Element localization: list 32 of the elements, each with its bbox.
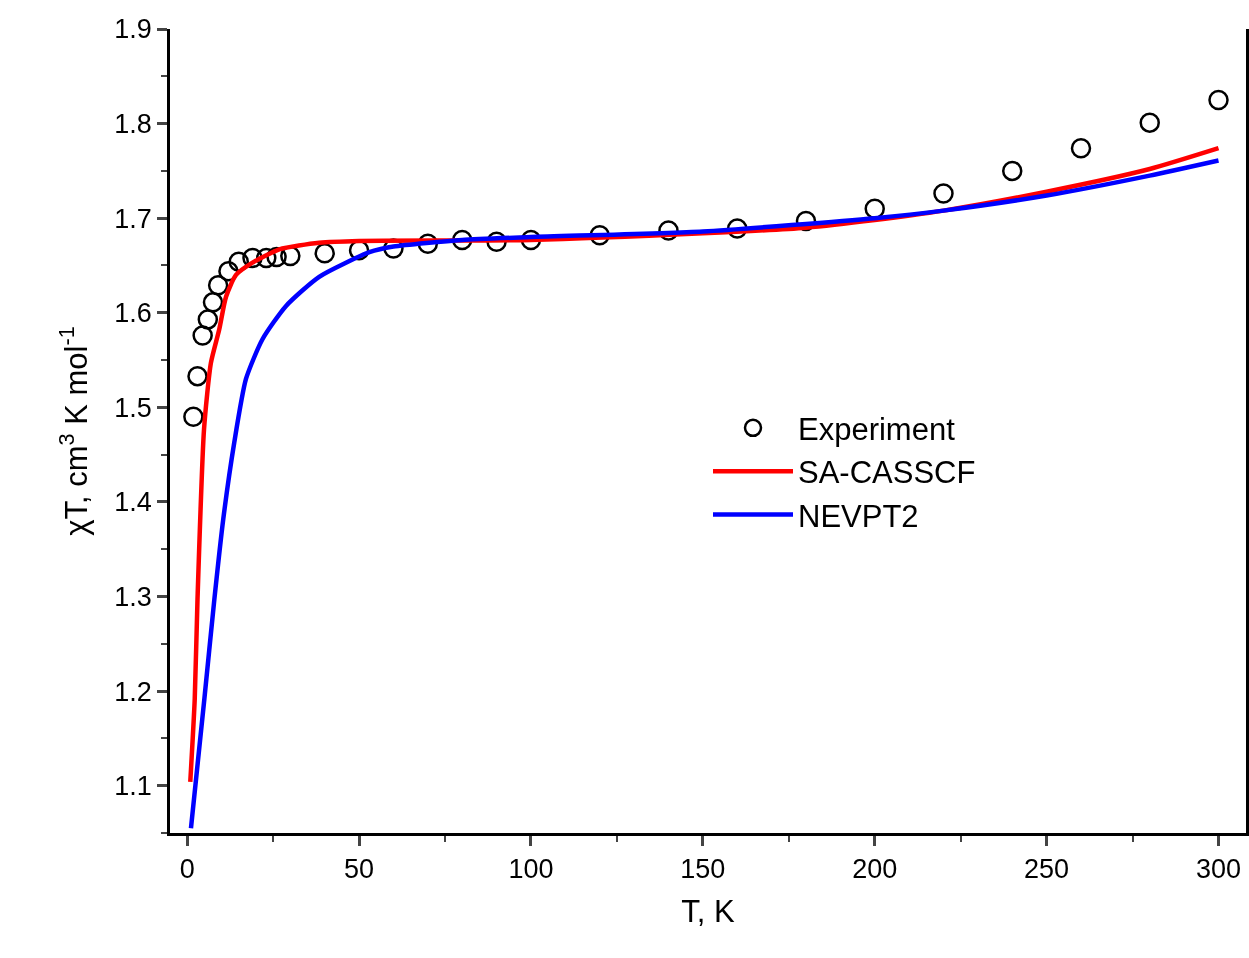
x-tick-label: 0 xyxy=(179,854,195,885)
point xyxy=(1139,112,1160,133)
legend-label: NEVPT2 xyxy=(798,498,919,534)
x-tick-label: 50 xyxy=(344,854,375,885)
x-tick-label: 300 xyxy=(1195,854,1242,885)
point xyxy=(1208,89,1229,111)
y-tick-label: 1.3 xyxy=(114,581,152,612)
point xyxy=(933,183,954,204)
y-tick-label: 1.7 xyxy=(114,203,152,234)
x-tick-label: 200 xyxy=(852,854,898,885)
x-tick-label: 100 xyxy=(508,854,554,885)
x-axis-title: T, K xyxy=(681,894,736,930)
y-tick-label: 1.9 xyxy=(114,14,152,45)
x-tick-label: 250 xyxy=(1024,854,1070,885)
legend-label: SA-CASSCF xyxy=(798,455,976,491)
y-tick-label: 1.8 xyxy=(114,109,152,140)
y-tick-label: 1.2 xyxy=(114,676,152,707)
point xyxy=(202,292,224,313)
y-tick-label: 1.5 xyxy=(114,392,152,423)
x-tick-label: 150 xyxy=(680,854,726,885)
y-tick-label: 1.6 xyxy=(114,298,152,329)
legend-label: Experiment xyxy=(798,411,956,447)
point xyxy=(1070,137,1092,159)
y-tick-label: 1.4 xyxy=(114,487,152,518)
point xyxy=(197,309,219,330)
point xyxy=(314,242,335,264)
point xyxy=(192,325,213,346)
y-tick-label: 1.1 xyxy=(114,771,152,802)
point xyxy=(187,365,208,387)
point xyxy=(183,406,204,428)
point xyxy=(1002,160,1023,182)
point xyxy=(207,275,229,296)
